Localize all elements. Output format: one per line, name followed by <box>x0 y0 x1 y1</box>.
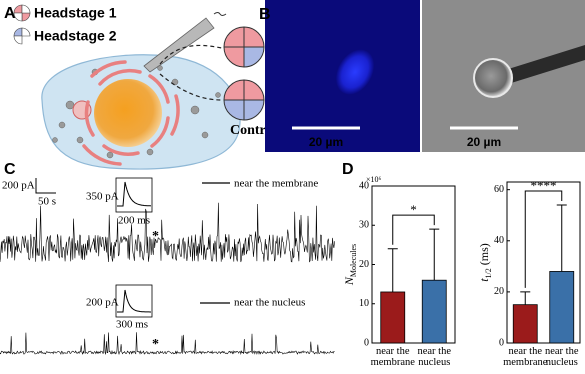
x-tick-label: near the nucleus <box>417 346 452 368</box>
bar <box>421 279 447 344</box>
legend-icon <box>13 27 31 45</box>
inset-frame <box>115 284 153 318</box>
y-axis-label: t1/2 (ms) <box>477 243 494 282</box>
y-multiplier: ×10⁶ <box>366 175 382 184</box>
error-bar <box>556 204 567 272</box>
panel-label: D <box>342 161 354 178</box>
y-axis-label-subscript: 1/2 <box>484 268 493 278</box>
panel-label: A <box>4 5 16 22</box>
y-tick-label: 40 <box>494 235 504 246</box>
y-axis-label-symbol: N <box>342 276 356 286</box>
electrode-icon <box>223 79 265 121</box>
bar <box>549 271 575 344</box>
fluorescent-cell <box>336 49 374 95</box>
vesicles <box>52 65 221 159</box>
pipette-image <box>505 45 585 84</box>
y-tick-label: 20 <box>494 286 504 297</box>
y-tick-label: 30 <box>359 220 369 231</box>
x-tick-label: near the membrane <box>503 346 548 368</box>
x-tick-label-box: near the nucleus <box>544 346 579 368</box>
y-axis-label-subscript: Molecules <box>349 244 358 277</box>
panel-label: B <box>259 6 271 23</box>
legend-label: Headstage 2 <box>34 28 117 44</box>
x-tick-label-box: near the membrane <box>503 346 548 368</box>
inset-frame <box>115 177 153 213</box>
y-axis-label: NMolecules <box>342 244 359 286</box>
scale-bar-label: 20 µm <box>309 135 343 149</box>
event-marker: * <box>152 229 159 244</box>
scale-bar-label: 50 s <box>38 196 56 208</box>
inset-trace <box>117 289 151 313</box>
significance-bracket <box>524 190 563 288</box>
trace-label: near the nucleus <box>234 297 305 309</box>
x-tick-label: near the nucleus <box>544 346 579 368</box>
significance-label: * <box>410 202 417 217</box>
control-label: Control <box>230 123 277 138</box>
y-tick-label: 20 <box>359 259 369 270</box>
current-trace <box>0 202 335 263</box>
error-bar <box>387 248 398 292</box>
trace-label: near the membrane <box>234 178 318 190</box>
significance-label: **** <box>531 178 557 193</box>
inset-trace <box>117 181 152 207</box>
cell-image <box>473 58 513 98</box>
wire <box>213 12 227 16</box>
inset-time-label: 200 ms <box>118 215 150 227</box>
y-tick-label: 10 <box>359 298 369 309</box>
error-bar <box>520 291 531 305</box>
plot-frame <box>506 181 581 344</box>
current-trace <box>0 332 335 356</box>
scale-bar-label: 20 µm <box>467 135 501 149</box>
legend-label: Headstage 1 <box>34 5 117 21</box>
er <box>82 60 180 166</box>
legend-icon <box>13 4 31 22</box>
scale-bar-label: 200 pA <box>2 180 35 192</box>
inset-time-label: 300 ms <box>116 319 148 331</box>
nucleus <box>94 79 162 147</box>
arrow <box>159 44 223 65</box>
y-axis-label-unit: (ms) <box>477 243 491 265</box>
inset-current-label: 200 pA <box>86 297 119 309</box>
legend-icon <box>13 27 23 37</box>
y-tick-label: 60 <box>494 184 504 195</box>
error-bar <box>429 228 440 281</box>
y-tick-label: 0 <box>499 337 504 348</box>
x-tick-label-box: near the membrane <box>370 346 415 368</box>
y-axis-label-symbol: t <box>477 278 491 282</box>
x-tick-label-box: near the nucleus <box>417 346 452 368</box>
pipette <box>143 17 215 73</box>
panel-label: C <box>4 161 16 178</box>
y-tick-label: 40 <box>359 180 369 191</box>
x-tick-label: near the membrane <box>370 346 415 368</box>
inset-current-label: 350 pA <box>86 191 119 203</box>
arrow <box>159 73 223 101</box>
y-tick-label: 0 <box>364 337 369 348</box>
significance-bracket <box>392 214 435 245</box>
bar <box>512 304 538 344</box>
event-marker: * <box>152 337 159 352</box>
scale-bar <box>35 178 56 194</box>
bar <box>380 291 406 344</box>
electrode-icon <box>223 26 265 68</box>
